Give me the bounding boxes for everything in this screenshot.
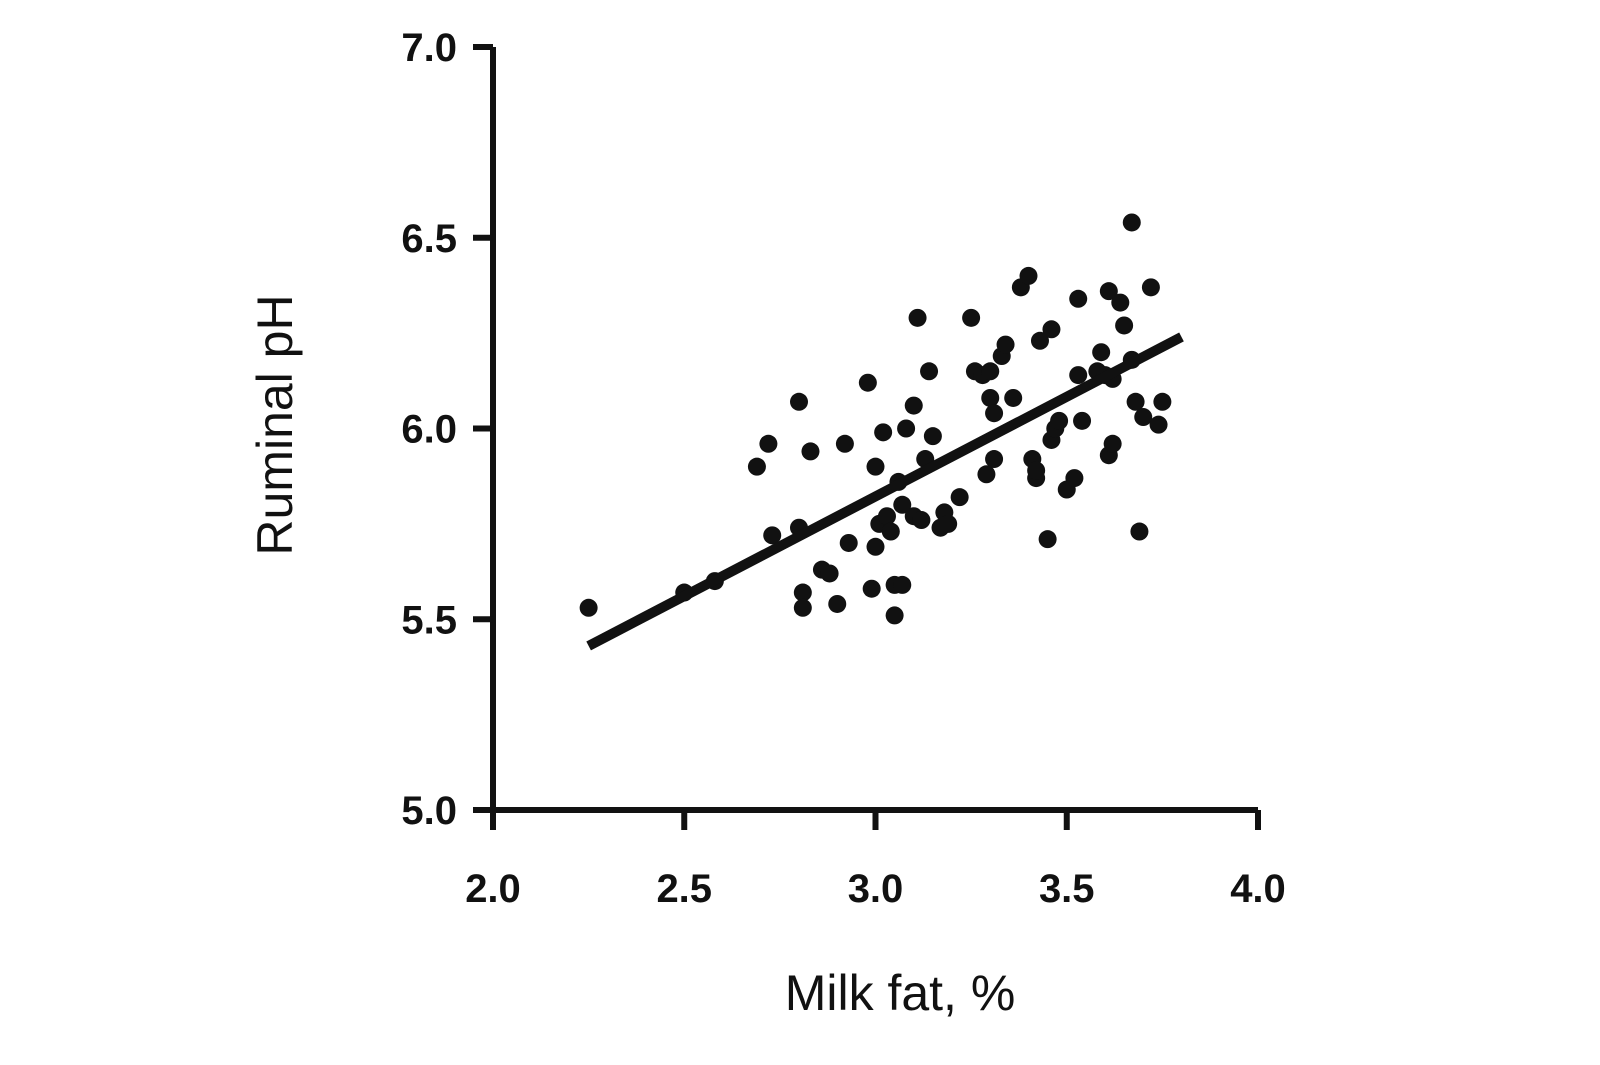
y-tick-label: 5.5 (401, 598, 457, 642)
data-point (939, 514, 958, 533)
data-point (1042, 320, 1061, 339)
data-point (1004, 388, 1023, 407)
data-point (862, 579, 881, 598)
data-point (1069, 289, 1088, 308)
data-point (793, 583, 812, 602)
y-axis-ticks: 5.0 5.5 6.0 6.5 7.0 (401, 26, 493, 833)
data-point (747, 457, 766, 476)
data-point (881, 522, 900, 541)
data-point (1027, 461, 1046, 480)
data-point (996, 335, 1015, 354)
data-point (885, 606, 904, 625)
data-points (579, 213, 1172, 625)
data-point (1134, 408, 1153, 427)
regression-line (586, 332, 1184, 651)
data-point (1030, 331, 1049, 350)
data-point (977, 465, 996, 484)
data-point (893, 495, 912, 514)
data-point (866, 537, 885, 556)
data-point (897, 419, 916, 438)
data-point (835, 434, 854, 453)
data-point (923, 427, 942, 446)
data-point (981, 388, 1000, 407)
data-point (839, 533, 858, 552)
data-point (1149, 415, 1168, 434)
data-point (1153, 392, 1172, 411)
data-point (904, 396, 923, 415)
y-tick-label: 6.5 (401, 217, 457, 261)
data-point (893, 575, 912, 594)
data-point (1073, 411, 1092, 430)
data-point (950, 488, 969, 507)
y-tick-label: 6.0 (401, 408, 457, 452)
x-tick-label: 2.0 (465, 867, 521, 911)
data-point (793, 598, 812, 617)
data-point (1115, 316, 1134, 335)
data-point (1141, 278, 1160, 297)
x-tick-label: 4.0 (1230, 867, 1286, 911)
x-axis-ticks: 2.0 2.5 3.0 3.5 4.0 (465, 810, 1286, 911)
y-tick-label: 5.0 (401, 789, 457, 833)
data-point (1099, 282, 1118, 301)
data-point (908, 308, 927, 327)
x-axis-label: Milk fat, % (785, 965, 1016, 1021)
data-point (920, 362, 939, 381)
data-point (1065, 469, 1084, 488)
data-point (1111, 293, 1130, 312)
data-point (866, 457, 885, 476)
data-point (1126, 392, 1145, 411)
data-point (874, 423, 893, 442)
data-point (981, 362, 1000, 381)
data-point (1038, 530, 1057, 549)
x-tick-label: 3.0 (848, 867, 904, 911)
y-axis-label: Ruminal pH (247, 294, 303, 555)
data-point (985, 404, 1004, 423)
data-point (1122, 213, 1141, 232)
data-point (1069, 366, 1088, 385)
x-tick-label: 3.5 (1039, 867, 1095, 911)
data-point (962, 308, 981, 327)
data-point (1130, 522, 1149, 541)
x-tick-label: 2.5 (656, 867, 712, 911)
data-point (1050, 411, 1069, 430)
data-point (759, 434, 778, 453)
data-point (1019, 266, 1038, 285)
data-point (801, 442, 820, 461)
data-point (1103, 434, 1122, 453)
data-point (763, 526, 782, 545)
data-point (877, 507, 896, 526)
data-point (985, 450, 1004, 469)
data-point (579, 598, 598, 617)
y-tick-label: 7.0 (401, 26, 457, 70)
data-point (912, 511, 931, 530)
data-point (1092, 343, 1111, 362)
data-point (790, 392, 808, 411)
data-point (820, 564, 839, 583)
data-point (828, 594, 847, 613)
data-point (858, 373, 877, 392)
